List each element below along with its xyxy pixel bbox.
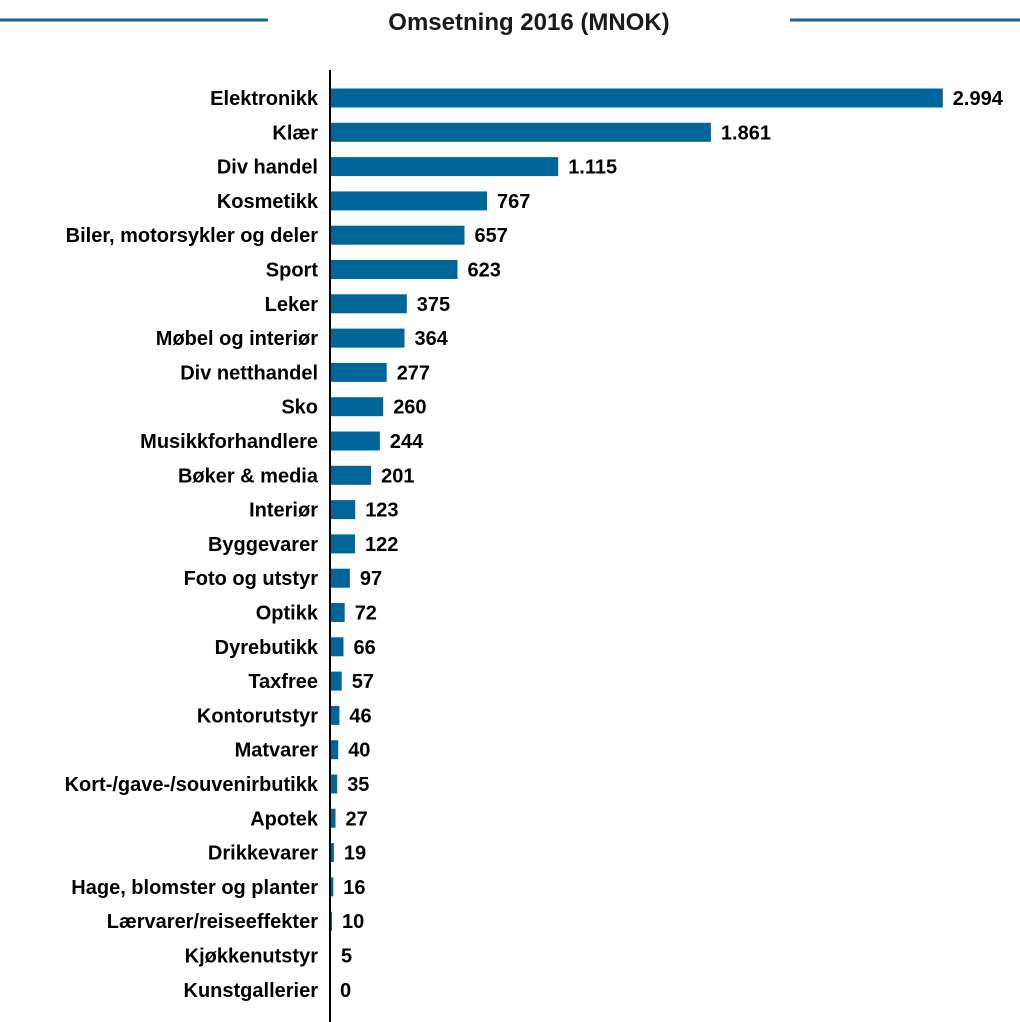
category-label: Kosmetikk	[217, 191, 319, 213]
category-label: Byggevarer	[208, 534, 318, 556]
category-label: Sport	[266, 260, 319, 282]
value-label: 66	[354, 637, 376, 659]
category-label: Kunstgallerier	[184, 980, 319, 1002]
category-label: Bøker & media	[178, 465, 319, 487]
category-label: Kontorutstyr	[197, 705, 318, 727]
bar	[330, 225, 465, 245]
category-label: Kort-/gave-/souvenirbutikk	[65, 774, 319, 796]
category-label: Dyrebutikk	[215, 637, 319, 659]
bar	[330, 774, 338, 794]
bar	[330, 740, 339, 760]
category-label: Apotek	[250, 808, 319, 830]
value-label: 27	[346, 808, 368, 830]
bar	[330, 465, 372, 485]
value-label: 657	[475, 225, 508, 247]
category-label: Musikkforhandlere	[140, 431, 318, 453]
bar	[330, 362, 387, 382]
category-label: Matvarer	[235, 740, 319, 762]
category-labels-group: Elektronikk Klær Div handel Kosmetikk Biler,…	[65, 88, 319, 1002]
category-label: Biler, motorsykler og deler	[66, 225, 319, 247]
bar	[330, 808, 336, 828]
bar	[330, 122, 711, 142]
bar	[330, 397, 384, 417]
value-labels-group: 2.994 1.861 1.115 767 657 623 375 364 277 260 244 2…	[340, 88, 1004, 1002]
value-label: 0	[340, 980, 351, 1002]
value-label: 19	[344, 843, 366, 865]
bar	[330, 260, 458, 279]
category-label: Div netthandel	[180, 362, 318, 384]
value-label: 16	[343, 877, 365, 899]
bar	[330, 877, 334, 897]
bar	[330, 534, 355, 554]
value-label: 123	[365, 500, 398, 522]
value-label: 767	[497, 191, 530, 213]
bar	[330, 671, 342, 691]
category-label: Lærvarer/reiseeffekter	[107, 911, 318, 933]
value-label: 1.115	[568, 157, 617, 179]
bar	[330, 705, 340, 725]
category-label: Taxfree	[248, 671, 318, 693]
value-label: 1.861	[721, 122, 771, 144]
value-label: 623	[468, 260, 501, 282]
value-label: 2.994	[953, 88, 1004, 110]
category-label: Interiør	[249, 500, 318, 522]
value-label: 277	[397, 362, 430, 384]
category-label: Klær	[272, 122, 318, 144]
category-label: Leker	[265, 294, 319, 316]
value-label: 122	[365, 534, 398, 556]
category-label: Sko	[281, 397, 318, 419]
bar	[330, 294, 407, 314]
bars-group	[330, 88, 943, 965]
category-label: Elektronikk	[210, 88, 319, 110]
chart-title: Omsetning 2016 (MNOK)	[388, 9, 669, 36]
bar	[330, 843, 334, 863]
bar	[330, 88, 943, 108]
value-label: 40	[348, 740, 370, 762]
value-label: 260	[393, 397, 426, 419]
bar	[330, 603, 345, 622]
value-label: 97	[360, 568, 382, 590]
value-label: 5	[341, 946, 352, 968]
bar	[330, 637, 344, 657]
bar	[330, 568, 350, 588]
value-label: 72	[355, 603, 377, 625]
value-label: 46	[349, 705, 371, 727]
bar	[330, 431, 380, 451]
category-label: Møbel og interiør	[156, 328, 318, 350]
category-label: Kjøkkenutstyr	[185, 946, 319, 968]
category-label: Div handel	[217, 157, 318, 179]
value-label: 201	[381, 465, 414, 487]
bar	[330, 500, 356, 520]
bar	[330, 157, 559, 177]
category-label: Foto og utstyr	[184, 568, 319, 590]
category-label: Hage, blomster og planter	[71, 877, 318, 899]
value-label: 35	[347, 774, 369, 796]
bar	[330, 191, 487, 211]
bar	[330, 328, 405, 348]
category-label: Optikk	[256, 603, 319, 625]
value-label: 244	[390, 431, 424, 453]
category-label: Drikkevarer	[208, 843, 318, 865]
value-label: 10	[342, 911, 364, 933]
value-label: 57	[352, 671, 374, 693]
value-label: 364	[415, 328, 449, 350]
value-label: 375	[417, 294, 450, 316]
